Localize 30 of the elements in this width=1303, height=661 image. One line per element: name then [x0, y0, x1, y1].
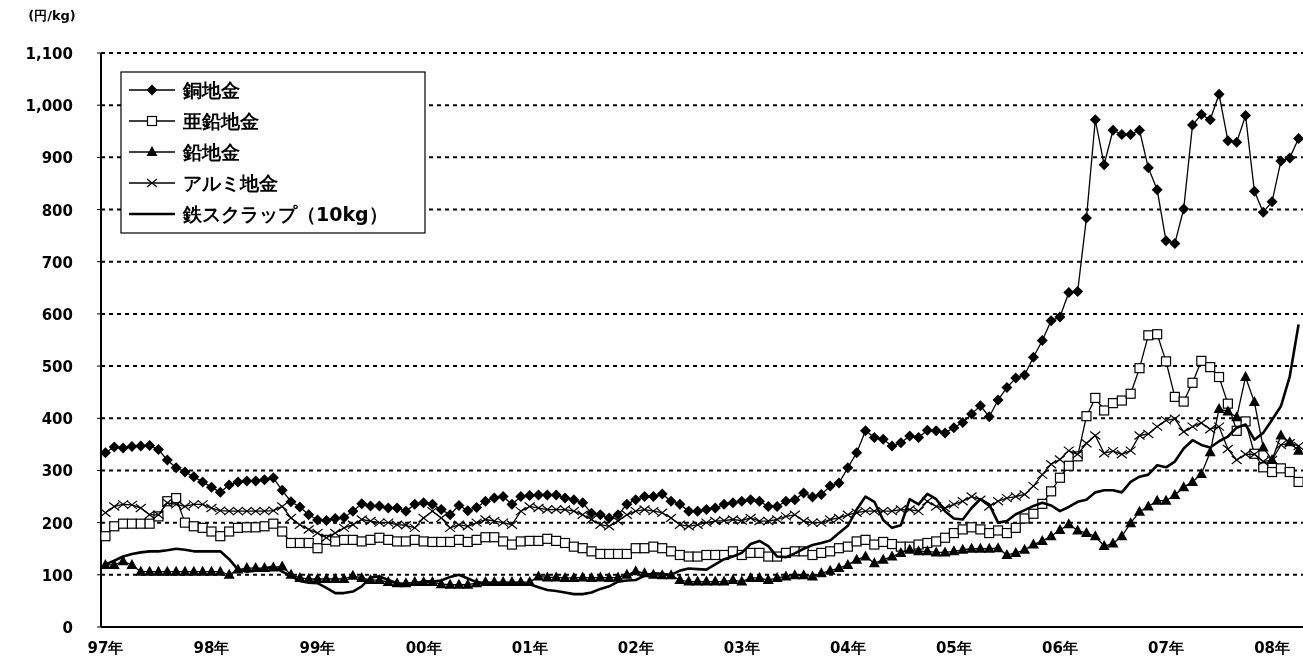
- y-tick-label: 1,000: [25, 97, 73, 116]
- y-tick-label: 700: [41, 253, 73, 272]
- x-tick-label: 98年: [193, 639, 230, 657]
- legend-label: アルミ地金: [183, 172, 278, 194]
- legend-label: 鉛地金: [182, 141, 240, 163]
- y-tick-label: 1,100: [25, 45, 73, 63]
- y-tick-label: 100: [41, 566, 73, 585]
- y-tick-label: 300: [41, 462, 73, 481]
- x-tick-label: 99年: [299, 639, 336, 657]
- legend-label: 銅地金: [182, 79, 240, 101]
- y-tick-label: 0: [62, 619, 73, 637]
- x-tick-label: 00年: [405, 639, 442, 657]
- y-tick-label: 500: [41, 358, 73, 377]
- x-tick-label: 05年: [935, 639, 972, 657]
- x-tick-label: 01年: [511, 639, 548, 657]
- x-tick-label: 97年: [87, 639, 124, 657]
- x-tick-label: 03年: [723, 639, 760, 657]
- y-tick-label: 400: [41, 410, 73, 429]
- y-tick-label: 900: [41, 149, 73, 168]
- y-tick-label: 600: [41, 305, 73, 324]
- y-axis-title: (円/kg): [28, 8, 76, 23]
- y-tick-label: 200: [41, 514, 73, 533]
- x-tick-label: 02年: [617, 639, 654, 657]
- legend-label: 鉄スクラップ（10kg）: [182, 203, 388, 225]
- y-tick-label: 800: [41, 201, 73, 220]
- x-tick-label: 04年: [829, 639, 866, 657]
- x-tick-label: 07年: [1148, 639, 1184, 657]
- legend-label: 亜鉛地金: [182, 110, 259, 132]
- x-tick-label: 08年: [1254, 639, 1290, 657]
- x-tick-label: 06年: [1042, 639, 1078, 657]
